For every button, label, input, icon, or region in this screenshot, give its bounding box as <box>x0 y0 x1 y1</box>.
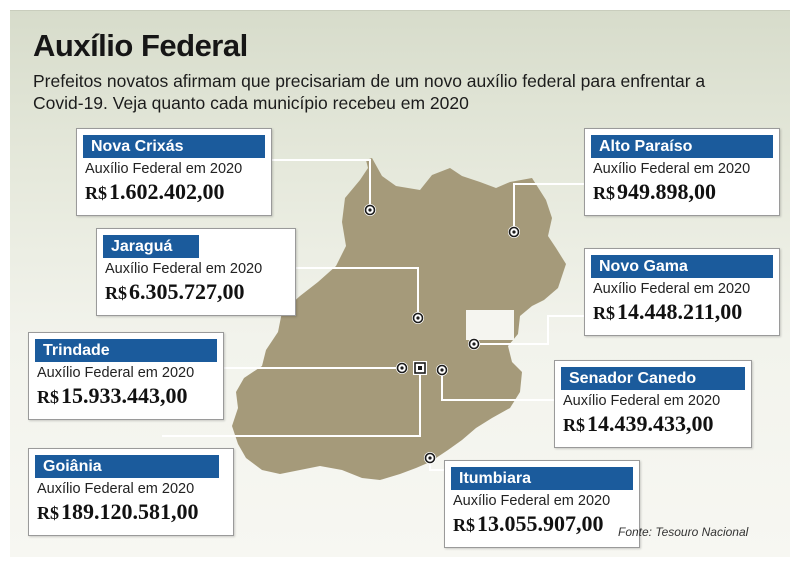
marker-nova-crixas <box>364 204 376 216</box>
card-value-alto-paraiso: R$949.898,00 <box>593 179 716 204</box>
card-value-senador-canedo: R$14.439.433,00 <box>563 411 714 436</box>
source-credit: Fonte: Tesouro Nacional <box>618 525 749 539</box>
infographic-subtitle: Prefeitos novatos afirmam que precisaria… <box>33 71 706 113</box>
marker-jaragua <box>412 312 424 324</box>
marker-itumbiara <box>424 452 436 464</box>
card-value-itumbiara: R$13.055.907,00 <box>453 511 604 536</box>
goias-state-shape <box>232 158 566 480</box>
card-label-goiania: Auxílio Federal em 2020 <box>37 481 195 497</box>
card-itumbiara: Itumbiara Auxílio Federal em 2020 R$13.0… <box>444 460 640 548</box>
card-title-alto-paraiso: Alto Paraíso <box>591 135 773 158</box>
card-jaragua: Jaraguá Auxílio Federal em 2020 R$6.305.… <box>96 228 296 316</box>
card-title-itumbiara: Itumbiara <box>451 467 633 490</box>
marker-alto-paraiso <box>508 226 520 238</box>
card-label-trindade: Auxílio Federal em 2020 <box>37 365 195 381</box>
card-label-jaragua: Auxílio Federal em 2020 <box>105 261 263 277</box>
card-novo-gama: Novo Gama Auxílio Federal em 2020 R$14.4… <box>584 248 780 336</box>
card-title-goiania: Goiânia <box>35 455 219 478</box>
card-label-novo-gama: Auxílio Federal em 2020 <box>593 281 751 297</box>
marker-goiania <box>413 361 427 375</box>
card-title-trindade: Trindade <box>35 339 217 362</box>
card-label-nova-crixas: Auxílio Federal em 2020 <box>85 161 243 177</box>
card-value-jaragua: R$6.305.727,00 <box>105 279 245 304</box>
card-value-goiania: R$189.120.581,00 <box>37 499 199 524</box>
card-title-novo-gama: Novo Gama <box>591 255 773 278</box>
card-alto-paraiso: Alto Paraíso Auxílio Federal em 2020 R$9… <box>584 128 780 216</box>
card-label-senador-canedo: Auxílio Federal em 2020 <box>563 393 721 409</box>
marker-senador-canedo <box>436 364 448 376</box>
card-nova-crixas: Nova Crixás Auxílio Federal em 2020 R$1.… <box>76 128 272 216</box>
city-markers <box>364 204 520 464</box>
card-label-alto-paraiso: Auxílio Federal em 2020 <box>593 161 751 177</box>
card-title-senador-canedo: Senador Canedo <box>561 367 745 390</box>
card-senador-canedo: Senador Canedo Auxílio Federal em 2020 R… <box>554 360 752 448</box>
card-value-trindade: R$15.933.443,00 <box>37 383 188 408</box>
card-value-novo-gama: R$14.448.211,00 <box>593 299 743 324</box>
marker-trindade <box>396 362 408 374</box>
distrito-federal-cutout <box>466 310 514 340</box>
infographic-title: Auxílio Federal <box>33 28 248 63</box>
card-label-itumbiara: Auxílio Federal em 2020 <box>453 493 611 509</box>
card-title-jaragua: Jaraguá <box>103 235 199 258</box>
card-trindade: Trindade Auxílio Federal em 2020 R$15.93… <box>28 332 224 420</box>
card-goiania: Goiânia Auxílio Federal em 2020 R$189.12… <box>28 448 234 536</box>
marker-novo-gama <box>468 338 480 350</box>
card-title-nova-crixas: Nova Crixás <box>83 135 265 158</box>
card-value-nova-crixas: R$1.602.402,00 <box>85 179 225 204</box>
